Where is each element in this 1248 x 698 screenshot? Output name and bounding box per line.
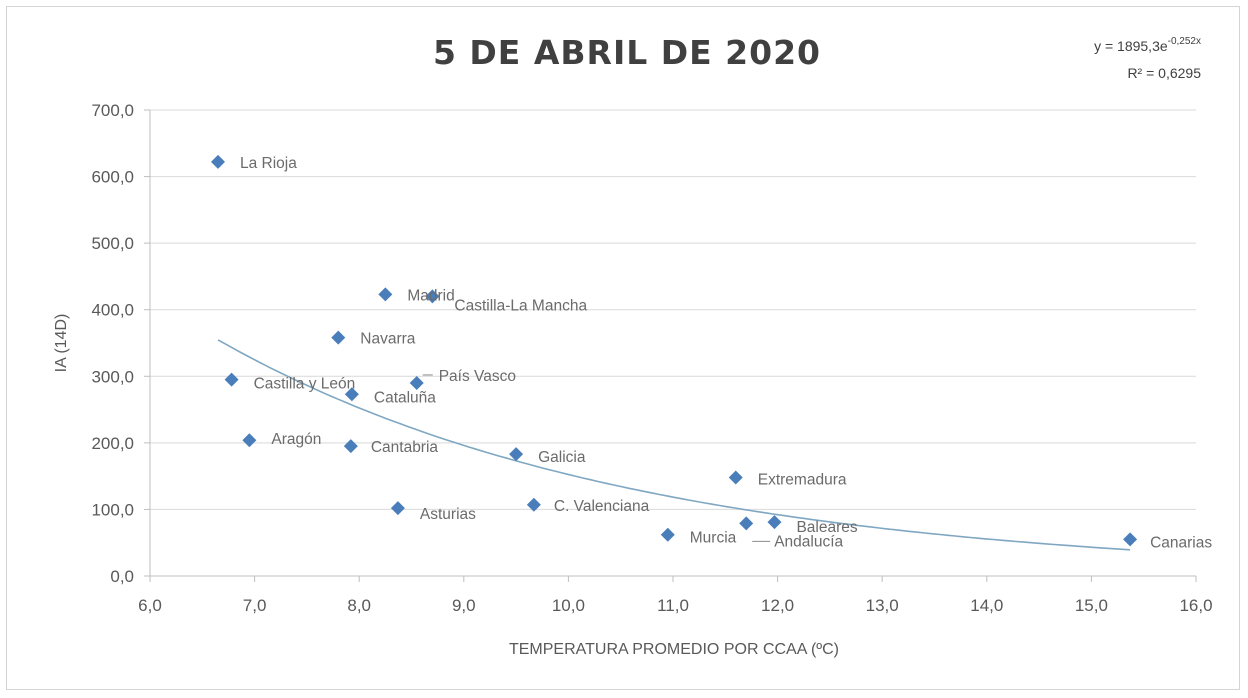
point-murcia (660, 527, 675, 542)
point-extremadura (728, 470, 743, 485)
point-canarias (1123, 532, 1138, 547)
y-tick-label: 100,0 (91, 500, 134, 519)
y-tick-label: 500,0 (91, 234, 134, 253)
x-tick-label: 10,0 (552, 596, 585, 615)
y-tick-label: 600,0 (91, 168, 134, 187)
label-navarra: Navarra (360, 331, 416, 348)
trendline-r2: R² = 0,6295 (1127, 65, 1201, 81)
point-c-valenciana (526, 497, 541, 512)
label-castilla-y-leon: Castilla y León (254, 376, 356, 393)
y-tick-label: 300,0 (91, 367, 134, 386)
label-castilla-la-mancha: Castilla-La Mancha (454, 297, 587, 314)
x-tick-label: 12,0 (761, 596, 794, 615)
trendline-equation-base: y = 1895,3e (1094, 38, 1168, 54)
x-axis-title: TEMPERATURA PROMEDIO POR CCAA (ºC) (509, 641, 839, 658)
y-axis-title: IA (14D) (53, 314, 70, 373)
x-tick-label: 13,0 (866, 596, 899, 615)
point-pais-vasco (409, 375, 424, 390)
label-andalucia: Andalucía (774, 533, 843, 550)
y-tick-label: 0,0 (110, 567, 134, 586)
label-madrid: Madrid (407, 287, 454, 304)
x-tick-label: 15,0 (1075, 596, 1108, 615)
point-madrid (378, 287, 393, 302)
trendline-equation-exponent: -0,252x (1168, 36, 1201, 47)
chart-title: 5 DE ABRIL DE 2020 (433, 33, 821, 72)
label-cantabria: Cantabria (371, 439, 439, 456)
axes (144, 109, 1197, 582)
label-aragon: Aragón (271, 431, 321, 448)
point-castilla-la-mancha (425, 289, 440, 304)
point-cataluna (344, 387, 359, 402)
y-tick-label: 700,0 (91, 101, 134, 120)
trendline-equation: y = 1895,3e-0,252x (1094, 36, 1201, 54)
point-andalucia (739, 516, 754, 531)
x-tick-label: 8,0 (347, 596, 371, 615)
x-tick-label: 7,0 (243, 596, 267, 615)
label-cataluna: Cataluña (374, 389, 436, 406)
data-points (210, 154, 1138, 547)
label-pais-vasco: País Vasco (439, 368, 516, 385)
label-extremadura: Extremadura (758, 471, 847, 488)
point-cantabria (343, 439, 358, 454)
label-baleares: Baleares (796, 519, 857, 536)
label-la-rioja: La Rioja (240, 155, 297, 172)
label-canarias: Canarias (1150, 534, 1212, 551)
x-tick-labels: 6,0 7,0 8,0 9,0 10,0 11,0 12,0 13,0 14,0 15,0 16,0 (138, 596, 1212, 615)
point-navarra (331, 330, 346, 345)
x-tick-label: 11,0 (657, 596, 689, 615)
gridlines (150, 109, 1196, 510)
point-galicia (509, 447, 524, 462)
y-tick-label: 400,0 (91, 301, 134, 320)
label-murcia: Murcia (690, 530, 737, 547)
point-baleares (767, 515, 782, 530)
point-asturias (390, 501, 405, 516)
label-c-valenciana: C. Valenciana (554, 498, 650, 515)
x-tick-label: 9,0 (452, 596, 476, 615)
y-tick-label: 200,0 (91, 434, 134, 453)
trendline (217, 339, 1131, 551)
point-castilla-y-leon (224, 372, 239, 387)
x-tick-label: 6,0 (138, 596, 162, 615)
point-aragon (242, 433, 257, 448)
x-tick-label: 16,0 (1179, 596, 1212, 615)
label-asturias: Asturias (420, 506, 476, 523)
y-tick-labels: 0,0 100,0 200,0 300,0 400,0 500,0 600,0 700,0 (91, 101, 134, 586)
label-galicia: Galicia (538, 449, 586, 466)
point-la-rioja (210, 154, 225, 169)
x-tick-label: 14,0 (970, 596, 1003, 615)
